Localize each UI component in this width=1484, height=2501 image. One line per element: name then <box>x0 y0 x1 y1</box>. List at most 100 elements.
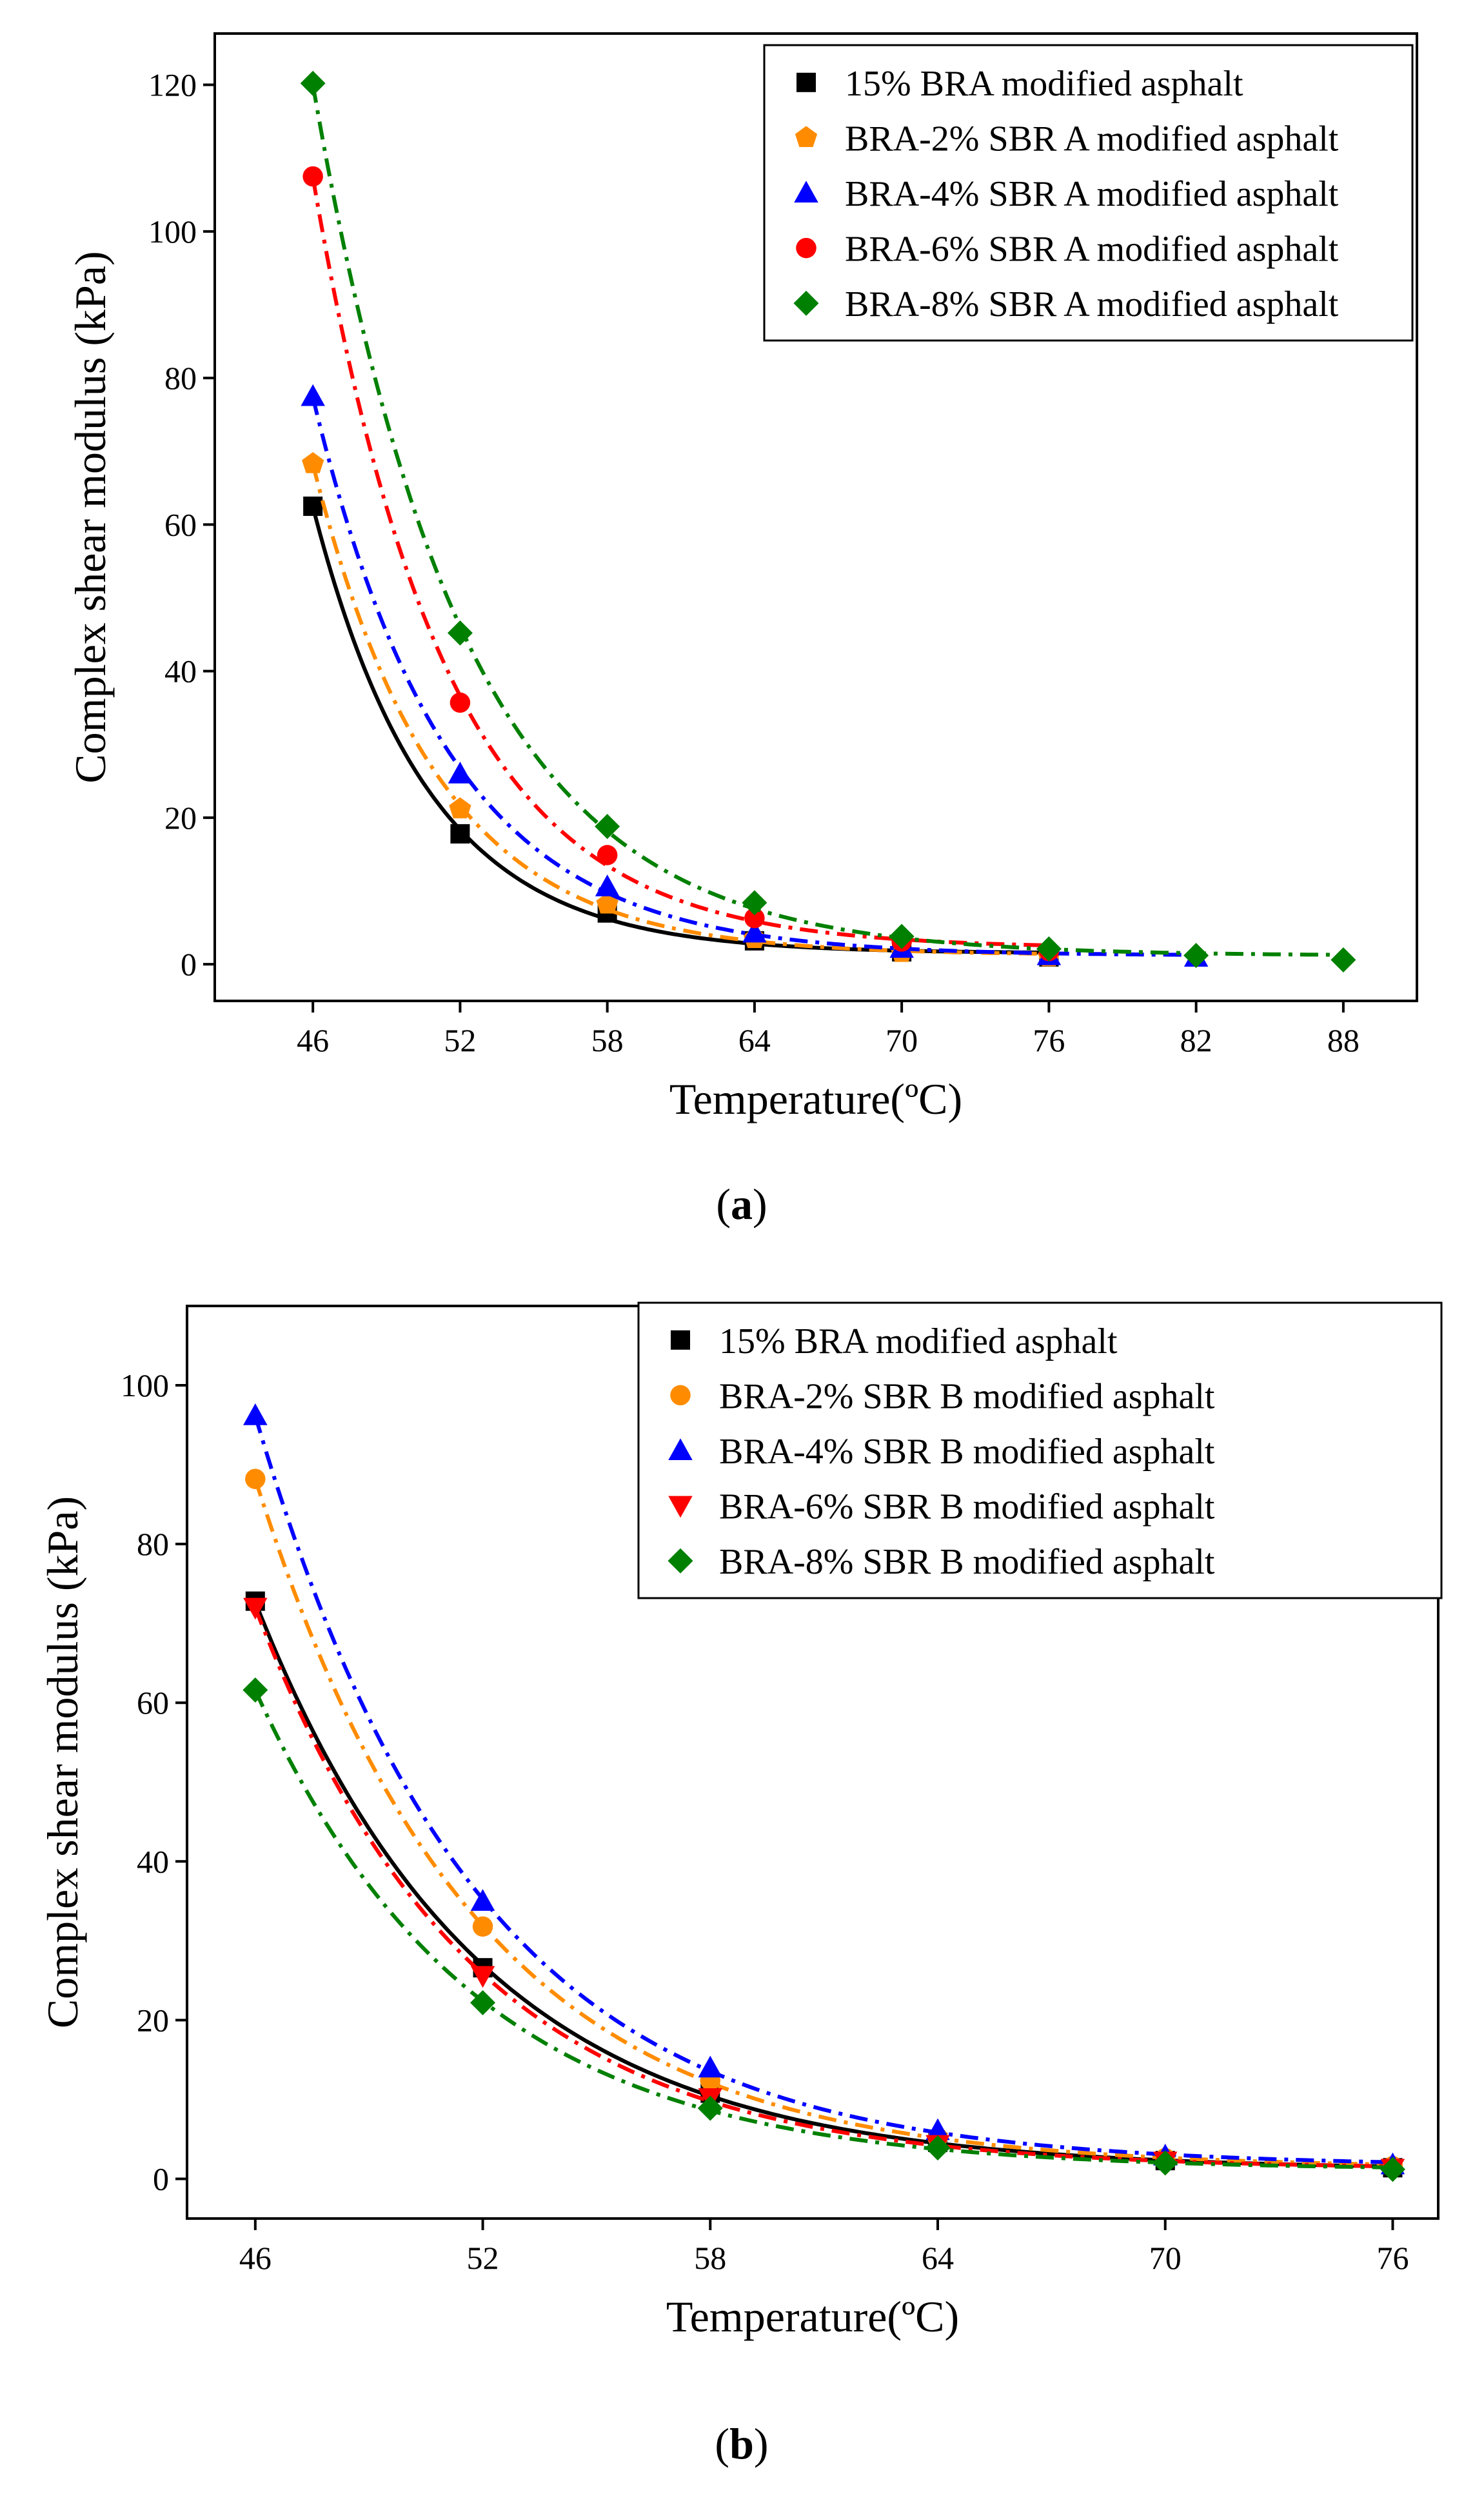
plot-frame-a <box>213 32 1418 1002</box>
x-tick-label-b: 76 <box>1376 2240 1409 2276</box>
legend-entry-a-2: BRA-2% SBR A modified asphalt <box>845 119 1339 159</box>
data-point-b-4-2 <box>470 1966 495 1988</box>
data-point-a-1-1 <box>303 496 323 516</box>
x-tick-label-b: 70 <box>1149 2240 1182 2276</box>
series-curve-b-5 <box>253 1689 1393 2170</box>
legend-box-a <box>763 44 1414 342</box>
y-tick-label-b: 60 <box>137 1685 169 1721</box>
y-tick-label-a: 0 <box>181 946 197 982</box>
legend-entry-a-1: 15% BRA modified asphalt <box>845 64 1243 104</box>
legend-entry-a-3: BRA-4% SBR A modified asphalt <box>845 174 1339 214</box>
data-point-b-3-2 <box>470 1889 495 1911</box>
legend-marker-b-5 <box>668 1548 693 1574</box>
panel-a: 46 52 58 64 70 76 82 88 0 20 40 60 80 100 120 Temperat… <box>66 32 1418 1229</box>
x-tick-label-a: 46 <box>297 1022 329 1058</box>
legend-marker-a-4 <box>796 237 816 259</box>
data-point-a-5-5 <box>889 924 915 949</box>
x-tick-label-b: 64 <box>922 2240 954 2276</box>
legend-marker-b-1 <box>671 1330 690 1350</box>
panel-b: 46 52 58 64 70 76 0 20 40 60 80 100 Temperature(ºC)… <box>38 1301 1443 2468</box>
data-point-b-5-4 <box>925 2135 951 2160</box>
caption-label-a: a <box>731 1180 753 1229</box>
series-curve-b-1 <box>253 1601 1393 2169</box>
y-tick-label-b: 80 <box>137 1526 169 1562</box>
y-tick-label-a: 60 <box>164 506 197 542</box>
legend-entry-b-2: BRA-2% SBR B modified asphalt <box>719 1376 1215 1416</box>
x-tick-label-a: 82 <box>1180 1022 1212 1058</box>
legend-a: 15% BRA modified asphalt BRA-2% SBR A mod… <box>763 44 1414 342</box>
data-point-a-4-1 <box>302 166 323 187</box>
legend-marker-b-3 <box>668 1438 693 1460</box>
data-point-a-5-4 <box>742 890 767 916</box>
data-point-a-4-4 <box>744 907 765 929</box>
data-point-b-2-1 <box>245 1468 266 1489</box>
panel-caption-b: (b) <box>715 2419 768 2468</box>
x-tick-label-a: 52 <box>444 1022 476 1058</box>
data-point-a-5-7 <box>1183 943 1209 969</box>
data-point-a-2-3 <box>596 893 618 914</box>
caption-close-a: ) <box>753 1180 767 1229</box>
y-tick-label-b: 20 <box>137 2002 169 2038</box>
data-point-a-3-1 <box>301 384 325 406</box>
y-tick-label-a: 120 <box>148 67 197 103</box>
data-point-a-5-1 <box>300 70 326 96</box>
x-tick-label-b: 46 <box>239 2240 272 2276</box>
legend-marker-a-3 <box>794 181 818 203</box>
data-point-a-5-2 <box>447 620 473 646</box>
data-point-b-5-1 <box>242 1677 268 1703</box>
legend-entry-b-4: BRA-6% SBR B modified asphalt <box>719 1487 1215 1527</box>
legend-marker-a-5 <box>793 290 819 316</box>
legend-entry-b-3: BRA-4% SBR B modified asphalt <box>719 1432 1215 1472</box>
data-point-a-5-8 <box>1331 947 1356 973</box>
y-tick-label-a: 80 <box>164 360 197 396</box>
caption-close-b: ) <box>754 2419 769 2468</box>
x-tick-label-b: 52 <box>467 2240 499 2276</box>
data-point-b-3-4 <box>925 2118 950 2140</box>
caption-label-b: b <box>729 2419 754 2468</box>
y-tick-label-b: 100 <box>121 1367 169 1403</box>
x-axis-title-a: Temperature(ºC) <box>669 1074 962 1123</box>
y-axis-title-a: Complex shear modulus (kPa) <box>66 251 115 783</box>
series-curve-a-4 <box>311 177 1049 947</box>
series-curve-a-1 <box>311 506 1049 954</box>
data-point-b-3-3 <box>698 2055 723 2078</box>
legend-b: 15% BRA modified asphalt BRA-2% SBR B mod… <box>637 1301 1443 1599</box>
series-curve-a-5 <box>311 84 1343 957</box>
legend-box-b <box>637 1301 1443 1599</box>
series-curve-b-2 <box>253 1478 1393 2167</box>
data-point-a-4-2 <box>450 692 471 713</box>
data-point-a-5-3 <box>595 814 620 840</box>
data-point-b-3-1 <box>243 1403 268 1425</box>
x-tick-label-a: 64 <box>738 1022 771 1058</box>
x-tick-label-a: 76 <box>1033 1022 1065 1058</box>
data-point-a-2-2 <box>449 797 471 818</box>
legend-marker-a-2 <box>795 126 818 147</box>
series-curve-b-4 <box>253 1606 1393 2169</box>
legend-entry-a-4: BRA-6% SBR A modified asphalt <box>845 230 1339 270</box>
series-curve-b-3 <box>253 1415 1393 2164</box>
caption-open-b: ( <box>715 2419 729 2468</box>
legend-entry-b-1: 15% BRA modified asphalt <box>719 1321 1118 1361</box>
data-point-a-3-2 <box>448 761 473 784</box>
x-axis-title-b: Temperature(ºC) <box>666 2292 959 2341</box>
data-point-b-2-2 <box>472 1916 493 1937</box>
x-tick-label-b: 58 <box>694 2240 726 2276</box>
data-point-b-5-2 <box>470 1990 496 2015</box>
x-tick-label-a: 70 <box>885 1022 918 1058</box>
data-point-b-5-5 <box>1153 2150 1178 2176</box>
y-tick-label-a: 100 <box>148 213 197 250</box>
legend-marker-b-2 <box>670 1385 691 1406</box>
data-point-b-5-3 <box>697 2095 723 2121</box>
x-tick-label-a: 88 <box>1327 1022 1360 1058</box>
panel-caption-a: (a) <box>716 1180 767 1229</box>
data-point-a-4-3 <box>597 845 618 865</box>
legend-entry-b-5: BRA-8% SBR B modified asphalt <box>719 1542 1215 1582</box>
data-point-a-3-4 <box>742 920 767 943</box>
data-point-b-5-6 <box>1380 2157 1405 2182</box>
x-tick-label-a: 58 <box>591 1022 624 1058</box>
data-point-b-4-1 <box>243 1597 268 1620</box>
legend-marker-b-4 <box>668 1496 693 1518</box>
y-tick-label-a: 20 <box>164 800 197 836</box>
